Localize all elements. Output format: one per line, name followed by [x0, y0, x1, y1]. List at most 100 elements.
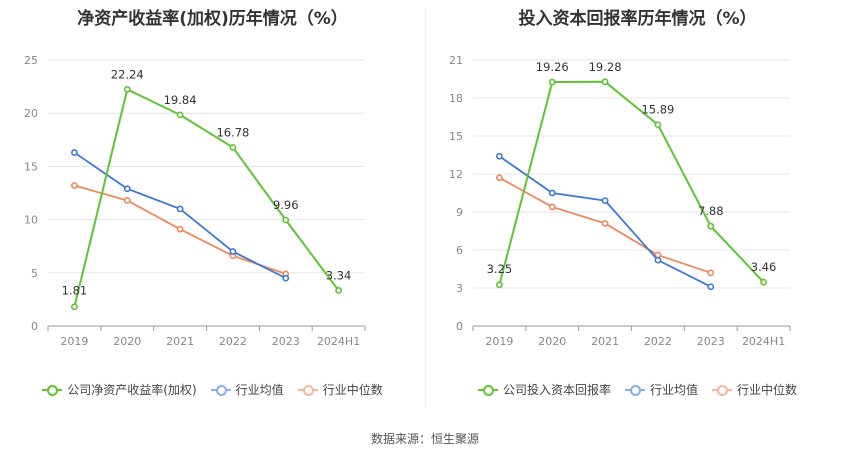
data-point-company[interactable] — [71, 303, 78, 311]
y-tick-label: 9 — [456, 206, 463, 219]
data-point-avg[interactable] — [123, 185, 131, 193]
data-label: 22.24 — [111, 67, 144, 81]
data-point-company[interactable] — [282, 216, 290, 224]
data-label: 19.84 — [164, 93, 197, 107]
y-tick-label: 0 — [31, 320, 38, 333]
y-tick-label: 3 — [456, 282, 463, 295]
x-tick-label: 2019 — [60, 335, 88, 348]
y-tick-label: 15 — [24, 160, 38, 173]
data-point-company[interactable] — [496, 281, 503, 289]
data-point-median[interactable] — [548, 203, 556, 211]
data-point-company[interactable] — [176, 111, 184, 119]
legend-item-median[interactable]: 行业中位数 — [712, 381, 797, 398]
y-tick-label: 15 — [449, 130, 463, 143]
data-point-company[interactable] — [707, 222, 715, 230]
x-tick-label: 2022 — [219, 335, 247, 348]
legend-label: 行业中位数 — [737, 383, 798, 397]
data-point-company[interactable] — [335, 287, 342, 294]
legend-item-company[interactable]: 公司投入资本回报率 — [477, 381, 611, 398]
data-point-company[interactable] — [548, 78, 556, 86]
y-tick-label: 0 — [456, 320, 463, 333]
series-line-company — [498, 80, 765, 286]
y-tick-label: 20 — [24, 107, 38, 120]
data-source-note: 数据来源：恒生聚源 — [0, 430, 850, 447]
data-label: 3.46 — [751, 260, 777, 274]
data-source-name: 恒生聚源 — [431, 432, 480, 446]
data-source-prefix: 数据来源： — [370, 432, 431, 446]
legend-swatch-dot — [215, 384, 227, 396]
legend-label: 公司净资产收益率(加权) — [67, 383, 197, 397]
x-tick-label: 2023 — [272, 335, 300, 348]
legend-swatch-dot — [47, 384, 59, 396]
legend-swatch — [477, 384, 498, 396]
data-label: 1.81 — [62, 284, 88, 298]
legend-swatch — [210, 384, 231, 396]
y-tick-label: 18 — [449, 92, 463, 105]
x-tick-label: 2021 — [591, 335, 619, 348]
data-point-company[interactable] — [229, 144, 237, 151]
roe-chart: 0 5 10 15 20 25 2019 2020 2021 2022 2023 2024H1 1.81… — [24, 54, 366, 348]
data-point-company[interactable] — [760, 278, 767, 286]
data-point-median[interactable] — [707, 269, 715, 277]
roic-chart-panel: 投入资本回报率历年情况（%） 0 3 6 9 12 15 18 21 2019 2020 2021 2… — [425, 0, 850, 410]
data-point-median[interactable] — [176, 225, 184, 233]
legend-label: 行业均值 — [649, 383, 698, 397]
data-point-avg[interactable] — [654, 256, 662, 264]
data-point-company[interactable] — [123, 85, 131, 93]
data-label: 9.96 — [273, 198, 299, 212]
data-label: 16.78 — [216, 125, 249, 139]
legend-swatch-dot — [302, 384, 314, 396]
roic-chart-title: 投入资本回报率历年情况（%） — [518, 9, 757, 29]
data-point-avg[interactable] — [496, 152, 503, 160]
data-point-median[interactable] — [71, 182, 78, 189]
data-point-avg[interactable] — [601, 197, 609, 204]
x-tick-label: 2020 — [538, 335, 566, 348]
data-point-avg[interactable] — [71, 149, 78, 156]
data-point-avg[interactable] — [707, 283, 715, 291]
legend-item-avg[interactable]: 行业均值 — [624, 381, 698, 398]
roe-chart-legend: 公司净资产收益率(加权) 行业均值 行业中位数 — [0, 381, 425, 398]
data-label: 15.89 — [641, 103, 674, 117]
legend-swatch — [712, 384, 732, 396]
y-tick-label: 5 — [31, 267, 38, 280]
legend-label: 行业均值 — [235, 383, 284, 397]
data-label: 3.25 — [487, 262, 513, 276]
data-label: 19.26 — [536, 60, 569, 74]
data-point-avg[interactable] — [548, 189, 556, 197]
x-tick-label: 2021 — [166, 335, 194, 348]
data-point-median[interactable] — [123, 197, 131, 204]
data-point-avg[interactable] — [282, 274, 290, 282]
data-point-avg[interactable] — [229, 248, 237, 255]
legend-item-avg[interactable]: 行业均值 — [210, 381, 284, 398]
x-tick-label: 2022 — [644, 335, 672, 348]
y-tick-label: 21 — [449, 54, 463, 67]
y-tick-label: 10 — [24, 214, 38, 227]
legend-swatch — [297, 384, 318, 396]
x-tick-label: 2024H1 — [317, 335, 360, 348]
legend-item-median[interactable]: 行业中位数 — [297, 381, 383, 398]
x-tick-label: 2024H1 — [742, 335, 785, 348]
legend-swatch-dot — [717, 384, 728, 396]
data-point-company[interactable] — [601, 78, 609, 86]
legend-swatch — [42, 384, 63, 396]
panel-divider — [425, 8, 426, 408]
legend-label: 公司投入资本回报率 — [502, 383, 611, 397]
legend-swatch-dot — [482, 384, 494, 396]
series-line-avg — [73, 151, 287, 279]
x-tick-label: 2020 — [113, 335, 141, 348]
data-point-avg[interactable] — [176, 205, 184, 213]
data-label: 7.88 — [698, 204, 724, 218]
roe-chart-panel: 净资产收益率(加权)历年情况（%） 0 5 10 15 20 25 2019 2020 2021… — [0, 0, 425, 410]
data-point-company[interactable] — [654, 121, 662, 129]
y-tick-label: 6 — [456, 244, 463, 257]
y-tick-label: 25 — [24, 54, 38, 67]
data-point-median[interactable] — [496, 174, 503, 182]
roe-chart-title: 净资产收益率(加权)历年情况（%） — [77, 9, 348, 29]
legend-swatch-dot — [629, 384, 641, 396]
legend-label: 行业中位数 — [322, 383, 383, 397]
data-label: 19.28 — [589, 60, 622, 74]
series-line-company — [73, 88, 340, 307]
data-point-median[interactable] — [601, 219, 609, 227]
data-label: 3.34 — [326, 268, 352, 282]
legend-item-company[interactable]: 公司净资产收益率(加权) — [42, 381, 197, 398]
